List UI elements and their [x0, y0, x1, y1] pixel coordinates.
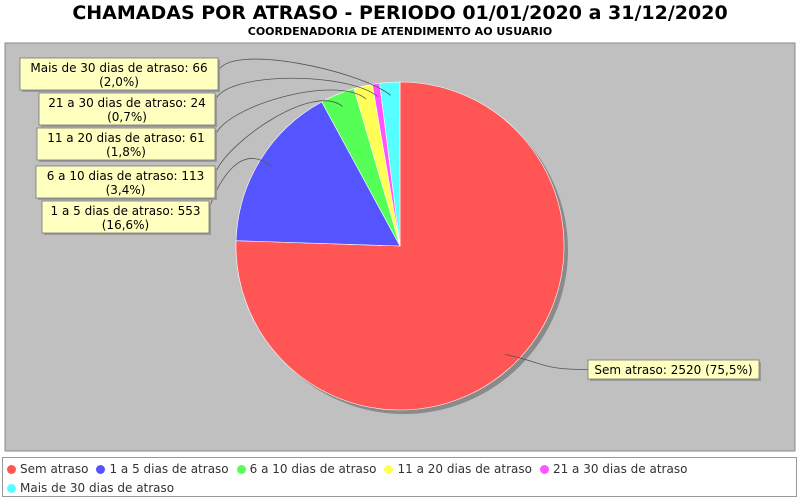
slice-label-text: 6 a 10 dias de atraso: 113 — [47, 169, 205, 183]
legend-label: Mais de 30 dias de atraso — [20, 481, 175, 495]
slice-label-box — [36, 127, 216, 161]
legend-item-0: Sem atraso — [7, 460, 88, 479]
slice-label-text: 1 a 5 dias de atraso: 553 — [51, 204, 201, 218]
legend-label: Sem atraso — [20, 462, 89, 476]
slice-label-percent: (1,8%) — [106, 145, 146, 159]
slice-label-percent: (3,4%) — [106, 183, 146, 197]
slice-label-3: 11 a 20 dias de atraso: 61(1,8%) — [36, 127, 217, 162]
legend-item-1: 1 a 5 dias de atraso — [96, 460, 229, 479]
legend-swatch — [7, 483, 16, 493]
slice-label-percent: (16,6%) — [102, 218, 149, 232]
legend-label: 6 a 10 dias de atraso — [249, 462, 377, 476]
pie-slice-5 — [379, 81, 401, 247]
slice-label-0: Sem atraso: 2520 (75,5%) — [587, 359, 761, 381]
slice-label-text: Sem atraso: 2520 (75,5%) — [594, 363, 752, 377]
label-connector-2 — [214, 100, 343, 175]
legend-swatch — [96, 464, 106, 474]
legend-label: 11 a 20 dias de atraso — [397, 462, 532, 476]
label-connector-0 — [504, 354, 589, 370]
legend: Sem atraso 1 a 5 dias de atraso 6 a 10 dia… — [2, 457, 797, 497]
legend-swatch — [539, 464, 549, 474]
slice-label-box — [35, 165, 216, 199]
label-connector-3 — [214, 89, 367, 137]
slice-label-text: Mais de 30 dias de atraso: 66 — [30, 61, 207, 75]
slice-label-percent: (2,0%) — [99, 75, 139, 89]
chart-title: CHAMADAS POR ATRASO - PERIODO 01/01/2020… — [72, 2, 728, 24]
legend-label: 21 a 30 dias de atraso — [552, 462, 688, 476]
slice-label-box — [38, 92, 216, 126]
legend-item-3: 11 a 20 dias de atraso — [384, 460, 532, 479]
slice-label-box — [19, 57, 219, 91]
legend-swatch — [384, 464, 394, 474]
label-connector-5 — [217, 58, 391, 96]
slice-label-text: 11 a 20 dias de atraso: 61 — [47, 131, 205, 145]
pie-chart: Sem atraso: 2520 (75,5%) 1 a 5 dias de at… — [4, 42, 796, 452]
chart-subtitle: COORDENADORIA DE ATENDIMENTO AO USUARIO — [247, 25, 553, 38]
slice-label-5: Mais de 30 dias de atraso: 66(2,0%) — [19, 57, 220, 92]
slice-label-text: 21 a 30 dias de atraso: 24 — [48, 96, 206, 110]
slice-label-box — [41, 200, 210, 234]
legend-swatch — [236, 464, 246, 474]
slice-label-2: 6 a 10 dias de atraso: 113(3,4%) — [35, 165, 217, 200]
legend-item-5: Mais de 30 dias de atraso — [7, 479, 174, 498]
legend-label: 1 a 5 dias de atraso — [109, 462, 229, 476]
label-connector-4 — [214, 77, 379, 102]
slice-label-box — [587, 359, 760, 380]
slice-label-4: 21 a 30 dias de atraso: 24(0,7%) — [38, 92, 217, 127]
slice-label-percent: (0,7%) — [107, 110, 147, 124]
legend-item-2: 6 a 10 dias de atraso — [236, 460, 377, 479]
legend-swatch — [7, 464, 16, 474]
legend-item-4: 21 a 30 dias de atraso — [539, 460, 688, 479]
slice-label-1: 1 a 5 dias de atraso: 553(16,6%) — [41, 200, 211, 235]
